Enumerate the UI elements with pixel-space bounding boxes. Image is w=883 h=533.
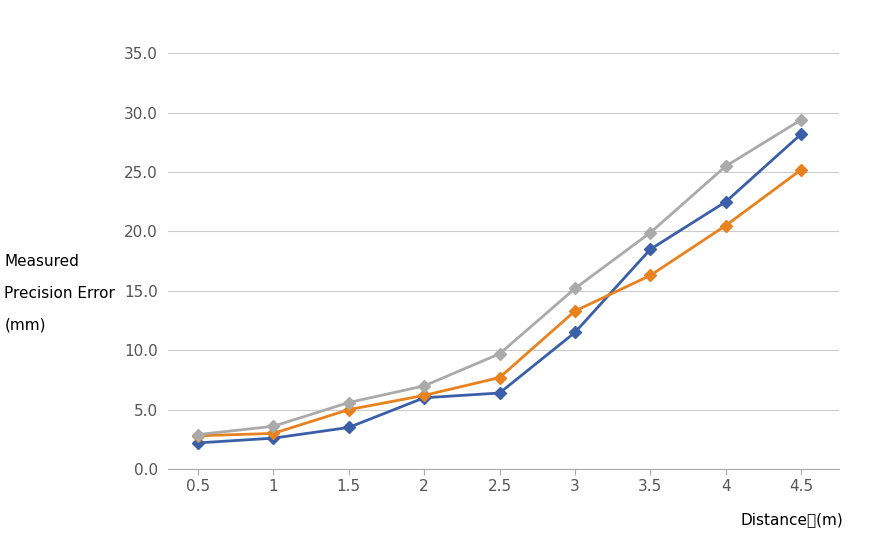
Camera B (494, 374, 505, 381)
Camera B (721, 222, 731, 229)
Camera A (570, 329, 580, 336)
Camera C (192, 431, 203, 438)
Camera C (268, 423, 279, 430)
Camera C (343, 399, 354, 406)
Camera B (570, 308, 580, 314)
Camera C (721, 163, 731, 169)
Camera C (570, 285, 580, 292)
Camera B (268, 430, 279, 437)
Text: (mm): (mm) (4, 318, 46, 333)
Camera C (796, 117, 806, 123)
Line: Camera A: Camera A (193, 130, 805, 447)
Camera A (721, 199, 731, 205)
Camera C (494, 351, 505, 357)
Camera A (419, 394, 429, 401)
Text: Measured: Measured (4, 254, 79, 269)
Camera A (268, 435, 279, 441)
Camera B (796, 166, 806, 173)
Camera B (192, 433, 203, 439)
Camera B (343, 407, 354, 413)
Camera A (343, 424, 354, 431)
Camera A (192, 440, 203, 446)
Camera B (645, 272, 656, 279)
Camera C (419, 383, 429, 389)
Camera A (494, 390, 505, 396)
Text: Precision Error: Precision Error (4, 286, 116, 301)
Line: Camera C: Camera C (193, 116, 805, 439)
Text: Distance　(m): Distance (m) (741, 512, 843, 527)
Camera C (645, 230, 656, 236)
Camera B (419, 392, 429, 399)
Camera A (796, 131, 806, 138)
Line: Camera B: Camera B (193, 166, 805, 440)
Camera A (645, 246, 656, 253)
